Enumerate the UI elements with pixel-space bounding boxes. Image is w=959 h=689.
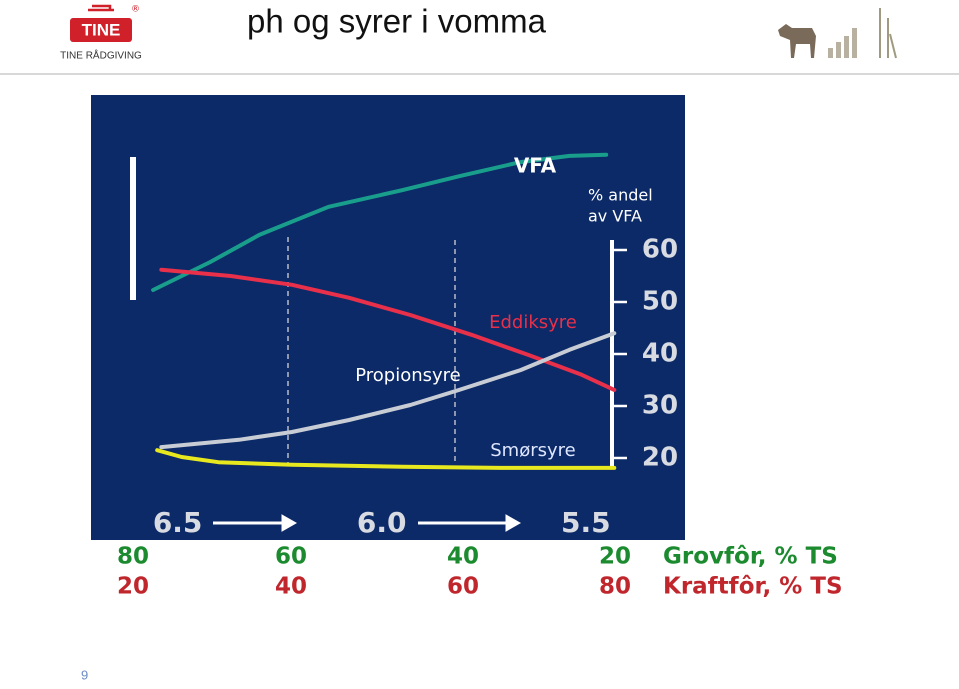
chart-background (91, 95, 685, 540)
series-label: VFA (514, 154, 557, 178)
feed-value: 80 (117, 544, 149, 570)
logo-mark: ® (131, 5, 140, 15)
grass-icon (879, 8, 897, 59)
bar-icon (836, 42, 841, 58)
vfa-bar (130, 157, 136, 300)
bar-icon (828, 48, 833, 58)
x-tick-label: 5.5 (561, 506, 611, 539)
y-tick-label: 30 (642, 391, 678, 421)
arrow-head (281, 514, 298, 532)
logo-subtitle: TINE RÅDGIVING (60, 49, 142, 62)
logo: TINE ® TINE RÅDGIVING (60, 5, 142, 62)
bar-icon (844, 36, 849, 58)
series-label: Propionsyre (355, 365, 461, 386)
x-tick-label: 6.0 (357, 506, 407, 539)
feed-value: 40 (447, 544, 479, 570)
x-arrows (213, 514, 522, 532)
y-tick-label: 40 (642, 339, 678, 369)
feed-value: 20 (117, 574, 149, 600)
series-label: Eddiksyre (489, 312, 577, 333)
bar-icon (852, 28, 857, 58)
series-line (151, 152, 609, 292)
series-line (159, 267, 617, 392)
page-number: 9 (81, 667, 88, 682)
y-axis-label: % andel (588, 186, 653, 205)
feed-value: 20 (599, 544, 631, 570)
logo-text: TINE (82, 20, 121, 39)
feed-value: 40 (275, 574, 307, 600)
y-axis-label: av VFA (588, 207, 642, 226)
arrow-head (505, 514, 522, 532)
slide-title: ph og syrer i vomma (247, 3, 547, 40)
feed-label: Kraftfôr, % TS (663, 574, 843, 600)
y-tick-label: 20 (642, 443, 678, 473)
series-line (159, 331, 617, 450)
feed-label: Grovfôr, % TS (663, 544, 838, 570)
y-tick-label: 50 (642, 287, 678, 317)
goat-icon (778, 24, 816, 58)
header-icons (778, 8, 897, 59)
x-tick-label: 6.5 (153, 506, 203, 539)
series-line (155, 448, 617, 470)
series-label: Smørsyre (490, 440, 575, 461)
logo-icon (88, 4, 114, 12)
feed-value: 60 (275, 544, 307, 570)
feed-value: 60 (447, 574, 479, 600)
logo-box (70, 18, 132, 42)
y-tick-label: 60 (642, 235, 678, 265)
feed-value: 80 (599, 574, 631, 600)
